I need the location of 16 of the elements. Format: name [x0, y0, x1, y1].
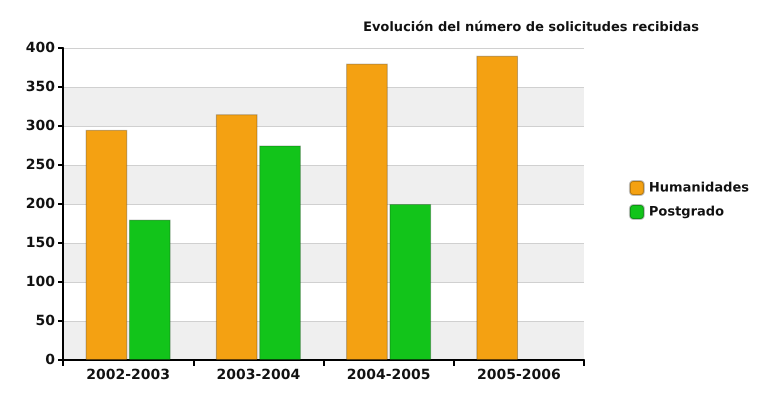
y-tick-label: 0: [45, 352, 56, 368]
x-tick-label: 2004-2005: [346, 367, 430, 383]
y-tick-label: 400: [26, 40, 56, 56]
x-tick-label: 2003-2004: [216, 367, 300, 383]
x-tick-label: 2005-2006: [477, 367, 561, 383]
legend-label: Postgrado: [648, 204, 724, 220]
y-tick-label: 150: [26, 235, 56, 251]
y-tick-label: 250: [26, 157, 56, 173]
y-tick-label: 350: [26, 79, 56, 95]
y-tick-label: 200: [26, 196, 56, 212]
chart-title: Evolución del número de solicitudes recibidas: [363, 20, 700, 35]
x-tick-label: 2002-2003: [86, 367, 170, 383]
y-tick-label: 300: [26, 118, 56, 134]
y-tick-label: 50: [36, 313, 56, 329]
legend-label: Humanidades: [648, 180, 750, 196]
y-tick-label: 100: [26, 274, 56, 290]
